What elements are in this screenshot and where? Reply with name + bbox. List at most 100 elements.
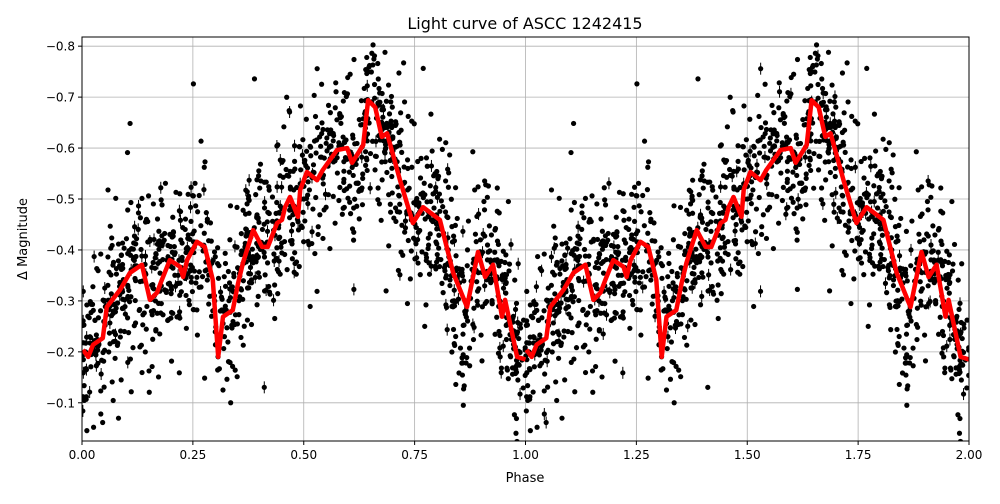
data-point bbox=[238, 287, 245, 293]
data-point bbox=[580, 344, 586, 350]
data-point bbox=[184, 244, 190, 251]
data-point bbox=[878, 194, 884, 201]
data-point bbox=[277, 271, 283, 277]
data-point bbox=[139, 253, 145, 259]
data-point bbox=[443, 178, 449, 184]
data-point bbox=[728, 267, 734, 273]
data-point bbox=[681, 334, 688, 341]
data-point bbox=[292, 250, 298, 256]
data-point bbox=[221, 334, 228, 340]
data-point bbox=[428, 111, 434, 117]
data-point bbox=[790, 169, 796, 175]
data-point bbox=[350, 132, 356, 138]
data-point bbox=[203, 210, 209, 216]
data-point bbox=[613, 310, 619, 316]
data-point bbox=[874, 205, 881, 211]
data-point bbox=[333, 89, 339, 95]
data-point bbox=[938, 185, 944, 191]
data-point bbox=[879, 173, 885, 179]
data-point bbox=[628, 244, 634, 251]
data-point bbox=[819, 185, 825, 191]
data-point bbox=[541, 251, 547, 257]
data-point bbox=[460, 331, 466, 337]
data-point bbox=[510, 313, 516, 319]
data-point bbox=[437, 136, 443, 142]
data-point bbox=[733, 256, 739, 262]
data-point bbox=[276, 210, 283, 216]
data-point bbox=[259, 226, 266, 233]
data-point bbox=[600, 243, 606, 249]
data-point bbox=[177, 208, 184, 215]
data-point bbox=[805, 85, 811, 92]
data-point bbox=[190, 81, 197, 87]
data-point bbox=[224, 325, 230, 331]
data-point bbox=[251, 256, 258, 262]
data-point bbox=[928, 242, 934, 248]
data-point bbox=[459, 372, 466, 378]
data-point bbox=[128, 294, 134, 300]
data-point bbox=[479, 249, 486, 255]
data-point bbox=[894, 303, 901, 309]
data-point bbox=[254, 302, 260, 308]
data-point bbox=[115, 241, 122, 247]
data-point bbox=[151, 286, 157, 292]
data-point bbox=[581, 278, 587, 285]
data-point bbox=[192, 180, 198, 186]
y-tick-label: −0.7 bbox=[46, 91, 75, 105]
data-point bbox=[187, 236, 193, 242]
data-point bbox=[748, 165, 754, 171]
data-point bbox=[484, 194, 490, 200]
data-point bbox=[761, 143, 767, 149]
data-point bbox=[232, 312, 239, 318]
data-point bbox=[905, 383, 911, 389]
data-point bbox=[158, 300, 164, 307]
data-point bbox=[244, 285, 251, 291]
data-point bbox=[390, 135, 396, 141]
data-point bbox=[781, 120, 787, 126]
data-point bbox=[514, 438, 520, 441]
data-point bbox=[749, 242, 756, 248]
data-point bbox=[666, 260, 672, 267]
data-point bbox=[783, 211, 789, 217]
data-point bbox=[110, 262, 116, 268]
data-point bbox=[299, 152, 306, 158]
data-point bbox=[221, 345, 227, 352]
data-point bbox=[862, 249, 869, 255]
data-point bbox=[179, 257, 185, 264]
data-point bbox=[522, 372, 528, 379]
data-point bbox=[347, 71, 353, 77]
data-point bbox=[298, 167, 304, 173]
data-point bbox=[868, 214, 875, 220]
data-point bbox=[363, 155, 370, 161]
data-point bbox=[869, 235, 875, 241]
data-point bbox=[154, 310, 160, 316]
data-point bbox=[826, 142, 832, 148]
data-point bbox=[204, 216, 210, 222]
data-point bbox=[225, 359, 232, 365]
data-point bbox=[397, 272, 403, 278]
data-point bbox=[568, 282, 574, 288]
data-point bbox=[229, 288, 236, 294]
data-point bbox=[109, 379, 115, 385]
data-point bbox=[552, 291, 558, 297]
data-point bbox=[924, 198, 931, 205]
data-point bbox=[956, 370, 962, 377]
data-point bbox=[600, 259, 606, 265]
data-point bbox=[234, 204, 240, 210]
data-point bbox=[579, 226, 585, 232]
data-point bbox=[88, 309, 94, 316]
data-point bbox=[848, 157, 854, 163]
data-point bbox=[918, 302, 924, 308]
data-point bbox=[474, 298, 480, 304]
data-point bbox=[633, 264, 639, 271]
data-point bbox=[497, 332, 503, 339]
data-point bbox=[382, 49, 388, 55]
data-point bbox=[195, 209, 201, 215]
data-point bbox=[499, 275, 505, 281]
data-point bbox=[715, 282, 721, 288]
data-point bbox=[320, 126, 326, 133]
data-point bbox=[105, 187, 111, 193]
data-point bbox=[238, 334, 244, 341]
data-point bbox=[839, 192, 845, 198]
data-point bbox=[124, 149, 131, 156]
